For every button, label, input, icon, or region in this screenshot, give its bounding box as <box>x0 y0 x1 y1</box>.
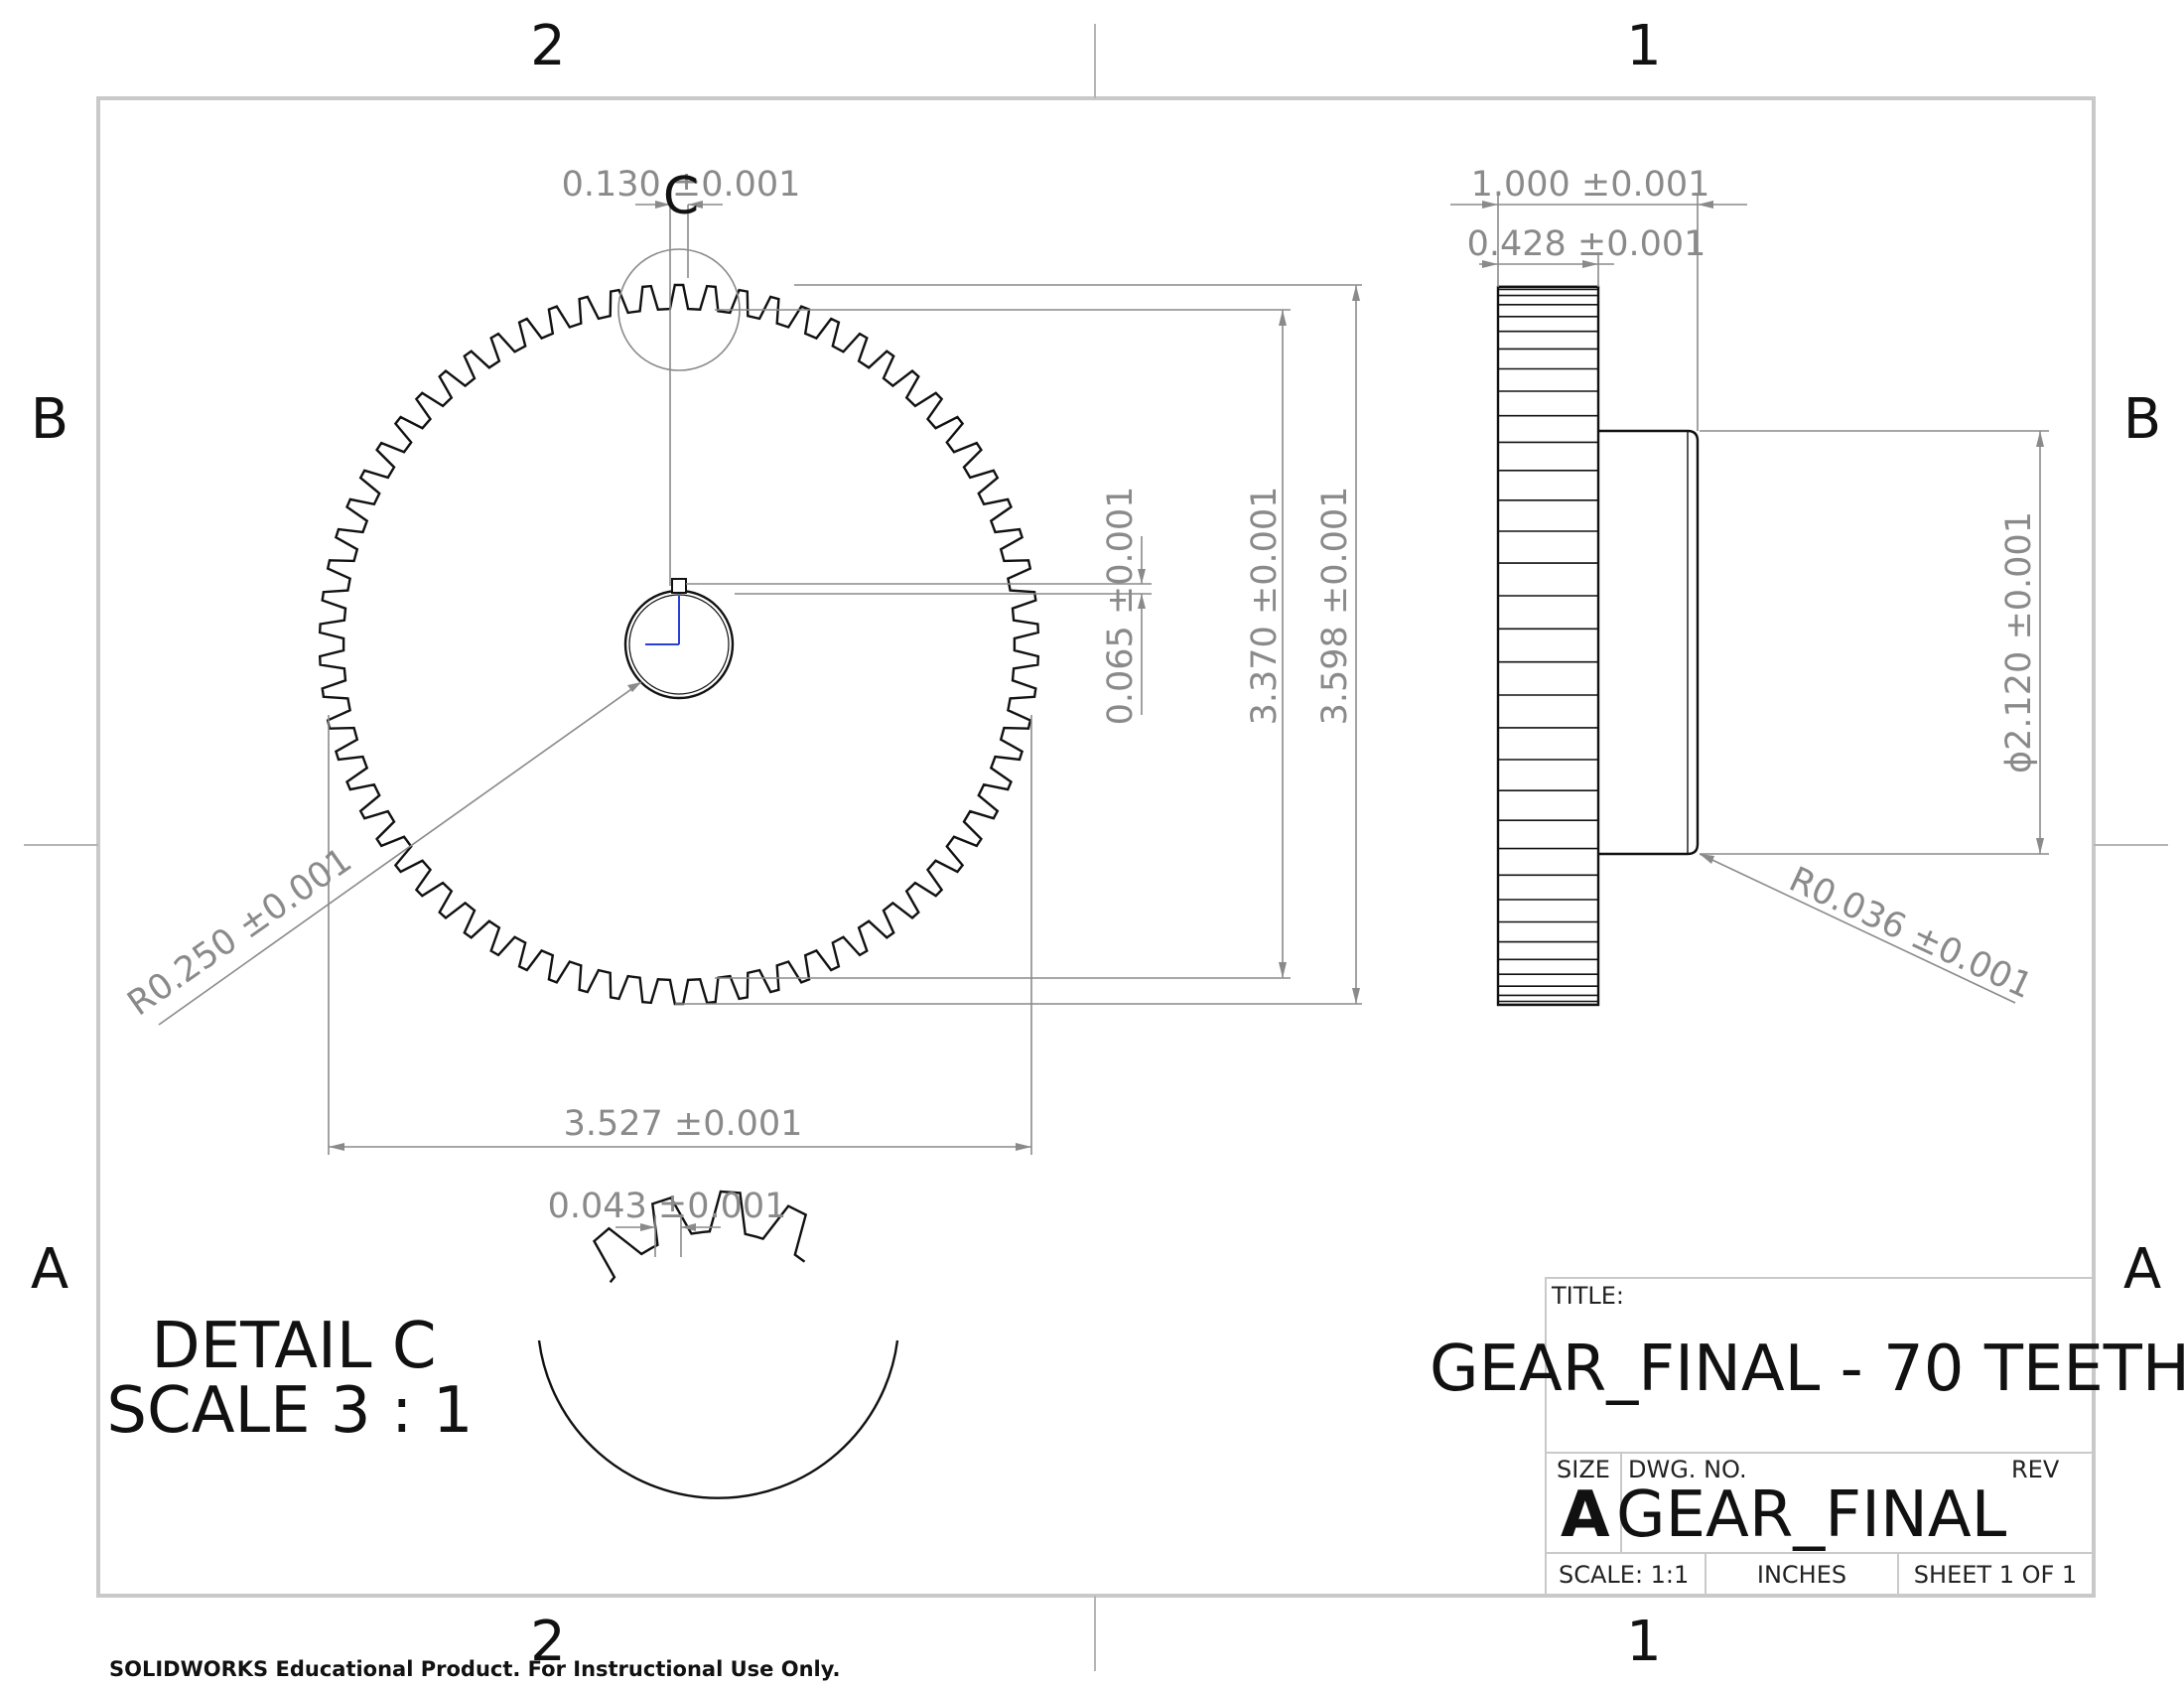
side-tooth-lines <box>1498 285 1598 1006</box>
title-block: TITLE: GEAR_FINAL - 70 TEETH SIZE DWG. N… <box>1430 1277 2184 1597</box>
front-view-dimensions: 0.130 ±0.001 C 3.370 ±0.001 3.598 ±0.001… <box>121 165 1362 1155</box>
sheet-value: SHEET 1 OF 1 <box>1914 1561 2077 1589</box>
dim-face-width: 1.000 ±0.001 <box>1471 165 1710 205</box>
zone-top-2: 2 <box>530 14 566 78</box>
drawing-title: GEAR_FINAL - 70 TEETH <box>1430 1333 2184 1406</box>
dim-root-diameter: 3.370 ±0.001 <box>1245 487 1285 726</box>
size-label: SIZE <box>1557 1456 1610 1483</box>
gear-side-view <box>1496 285 1700 1007</box>
detail-title: DETAIL C <box>151 1310 436 1383</box>
dim-outer-diameter: 3.598 ±0.001 <box>1315 487 1355 726</box>
zone-left-b: B <box>31 387 68 452</box>
detail-tooth-profile <box>592 1190 808 1284</box>
zone-top-1: 1 <box>1626 14 1662 78</box>
zone-ticks <box>24 24 2168 1671</box>
gear-front-view <box>318 248 1040 1006</box>
detail-scale: SCALE 3 : 1 <box>106 1374 473 1448</box>
keyway <box>671 578 687 594</box>
detail-c-label: C <box>663 167 699 226</box>
sheet-size: A <box>1561 1478 1610 1552</box>
gear-tooth-profile <box>318 283 1040 1006</box>
dim-tooth-width: 0.130 ±0.001 <box>562 165 801 205</box>
side-view-dimensions: 1.000 ±0.001 0.428 ±0.001 ϕ2.120 ±0.001 … <box>1450 165 2049 1007</box>
dim-hub-diameter: ϕ2.120 ±0.001 <box>1999 511 2039 774</box>
dim-bore-radius: R0.250 ±0.001 <box>121 841 359 1025</box>
dim-fillet-radius: R0.036 ±0.001 <box>1783 860 2038 1007</box>
educational-note: SOLIDWORKS Educational Product. For Inst… <box>109 1657 840 1681</box>
detail-arc <box>537 1339 899 1499</box>
zone-bottom-1: 1 <box>1626 1610 1662 1674</box>
dim-detail-tooth-tip: 0.043 ±0.001 <box>548 1187 787 1226</box>
gear-hub <box>1598 429 1700 856</box>
dim-hub-offset: 0.428 ±0.001 <box>1467 224 1706 264</box>
dwg-no-label: DWG. NO. <box>1628 1456 1747 1483</box>
title-label: TITLE: <box>1551 1282 1624 1310</box>
detail-c-view: 0.043 ±0.001 <box>537 1187 899 1499</box>
units-value: INCHES <box>1757 1561 1846 1589</box>
dim-overall-width: 3.527 ±0.001 <box>564 1104 803 1144</box>
scale-value: SCALE: 1:1 <box>1559 1561 1689 1589</box>
zone-left-a: A <box>31 1237 68 1302</box>
rev-label: REV <box>2011 1456 2060 1483</box>
zone-right-a: A <box>2123 1237 2161 1302</box>
dim-keyway: 0.065 ±0.001 <box>1101 487 1141 726</box>
gear-bore-inner <box>628 594 730 695</box>
zone-right-b: B <box>2123 387 2161 452</box>
gear-face <box>1496 285 1600 1007</box>
drawing-number: GEAR_FINAL <box>1616 1478 2007 1552</box>
zone-bottom-2: 2 <box>530 1610 566 1674</box>
